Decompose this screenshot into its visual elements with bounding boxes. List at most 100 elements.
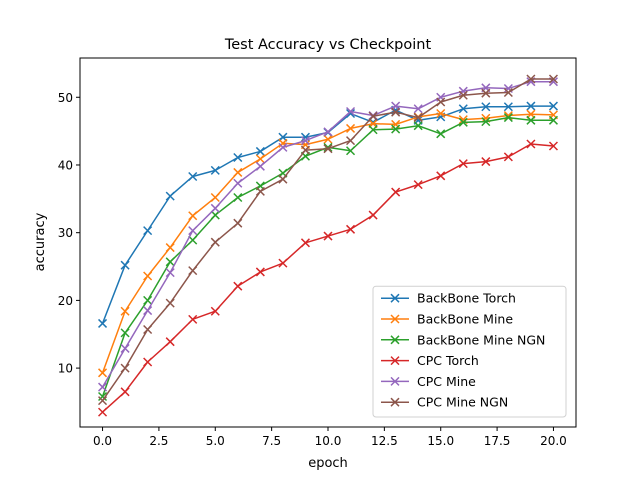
data-point-marker	[165, 298, 175, 308]
data-point-marker	[98, 396, 108, 406]
legend-box	[372, 285, 567, 418]
data-point-marker	[188, 235, 198, 245]
data-point-marker	[481, 157, 491, 167]
x-tick-label: 0.0	[93, 434, 112, 448]
legend-marker	[390, 314, 400, 324]
data-point-marker	[458, 117, 468, 127]
data-point-marker	[391, 107, 401, 117]
data-point-marker	[120, 328, 130, 338]
data-point-marker	[481, 88, 491, 98]
data-point-marker	[255, 186, 265, 196]
data-point-marker	[188, 211, 198, 221]
data-point-marker	[346, 146, 356, 156]
data-point-marker	[165, 191, 175, 201]
x-tick-label: 20.0	[540, 434, 567, 448]
y-axis-label: accuracy	[33, 212, 48, 271]
data-point-marker	[346, 106, 356, 117]
data-point-marker	[526, 139, 536, 149]
x-tick-label: 15.0	[427, 434, 454, 448]
data-point-marker	[143, 357, 153, 367]
data-point-marker	[143, 271, 153, 281]
data-point-marker	[300, 136, 310, 146]
data-point-marker	[233, 152, 243, 163]
data-point-marker	[436, 108, 446, 119]
legend: BackBone Torch BackBone Mine BackBone Mine…	[372, 285, 567, 418]
data-point-marker	[548, 115, 558, 125]
legend-label: BackBone Mine NGN	[417, 332, 545, 347]
data-point-marker	[503, 113, 513, 123]
data-point-marker	[436, 171, 446, 181]
data-point-marker	[323, 134, 333, 144]
data-point-marker	[210, 192, 220, 203]
data-point-marker	[526, 74, 536, 84]
legend-item-backbone-torch: BackBone Torch	[381, 291, 516, 306]
legend-marker	[390, 376, 400, 386]
data-point-marker	[436, 129, 446, 139]
legend-item-cpc-mine-ngn: CPC Mine NGN	[381, 395, 508, 410]
data-point-marker	[188, 266, 198, 276]
y-tick-label: 40	[58, 158, 73, 172]
data-point-marker	[210, 210, 220, 220]
data-point-marker	[210, 306, 220, 316]
x-tick-label: 17.5	[484, 434, 511, 448]
data-point-marker	[188, 226, 198, 236]
series-cpc-torch	[98, 139, 558, 417]
x-tick-label: 12.5	[371, 434, 398, 448]
data-point-marker	[323, 142, 333, 152]
data-point-marker	[98, 368, 108, 378]
data-point-marker	[323, 231, 333, 241]
data-point-marker	[458, 86, 468, 96]
data-point-marker	[210, 165, 220, 175]
series-cpc-mine-ngn	[98, 74, 558, 406]
x-tick-label: 5.0	[206, 434, 225, 448]
data-point-marker	[120, 343, 130, 353]
data-point-marker	[413, 104, 423, 114]
y-tick-label: 10	[58, 362, 73, 376]
data-point-marker	[188, 314, 198, 324]
data-point-marker	[548, 74, 558, 84]
data-point-marker	[233, 167, 243, 177]
data-point-marker	[255, 154, 265, 164]
data-point-marker	[210, 237, 220, 247]
data-point-marker	[413, 180, 423, 190]
data-point-marker	[165, 243, 175, 253]
data-point-marker	[255, 146, 265, 156]
data-point-marker	[143, 324, 153, 335]
chart-title: Test Accuracy vs Checkpoint	[224, 37, 432, 53]
y-tick-label: 30	[58, 226, 73, 240]
data-point-marker	[278, 258, 288, 268]
legend-marker	[390, 356, 400, 366]
data-point-marker	[346, 224, 356, 234]
legend-label: BackBone Torch	[417, 291, 516, 306]
data-point-marker	[368, 210, 378, 220]
legend-item-cpc-torch: CPC Torch	[381, 353, 479, 368]
data-point-marker	[255, 161, 265, 171]
data-point-marker	[503, 87, 513, 98]
plot-frame	[79, 57, 577, 428]
data-point-marker	[98, 382, 108, 392]
data-point-marker	[300, 238, 310, 248]
data-point-marker	[368, 125, 378, 135]
data-point-marker	[391, 124, 401, 134]
data-point-marker	[481, 117, 491, 127]
data-point-marker	[210, 203, 220, 213]
data-point-marker	[458, 104, 468, 114]
legend-marker	[390, 335, 400, 345]
data-point-marker	[98, 318, 108, 328]
data-point-marker	[323, 144, 333, 154]
x-axis-label: epoch	[308, 456, 348, 471]
x-tick-label: 2.5	[149, 434, 168, 448]
data-point-marker	[526, 115, 536, 125]
data-point-marker	[481, 102, 491, 112]
data-point-marker	[548, 141, 558, 151]
data-point-marker	[120, 260, 130, 270]
data-point-marker	[346, 136, 356, 146]
data-point-marker	[255, 267, 265, 277]
data-point-marker	[165, 257, 175, 267]
legend-marker	[390, 293, 400, 303]
data-point-marker	[233, 281, 243, 291]
x-tick-label: 7.5	[262, 434, 281, 448]
data-point-marker	[165, 268, 175, 278]
data-point-marker	[368, 111, 378, 121]
